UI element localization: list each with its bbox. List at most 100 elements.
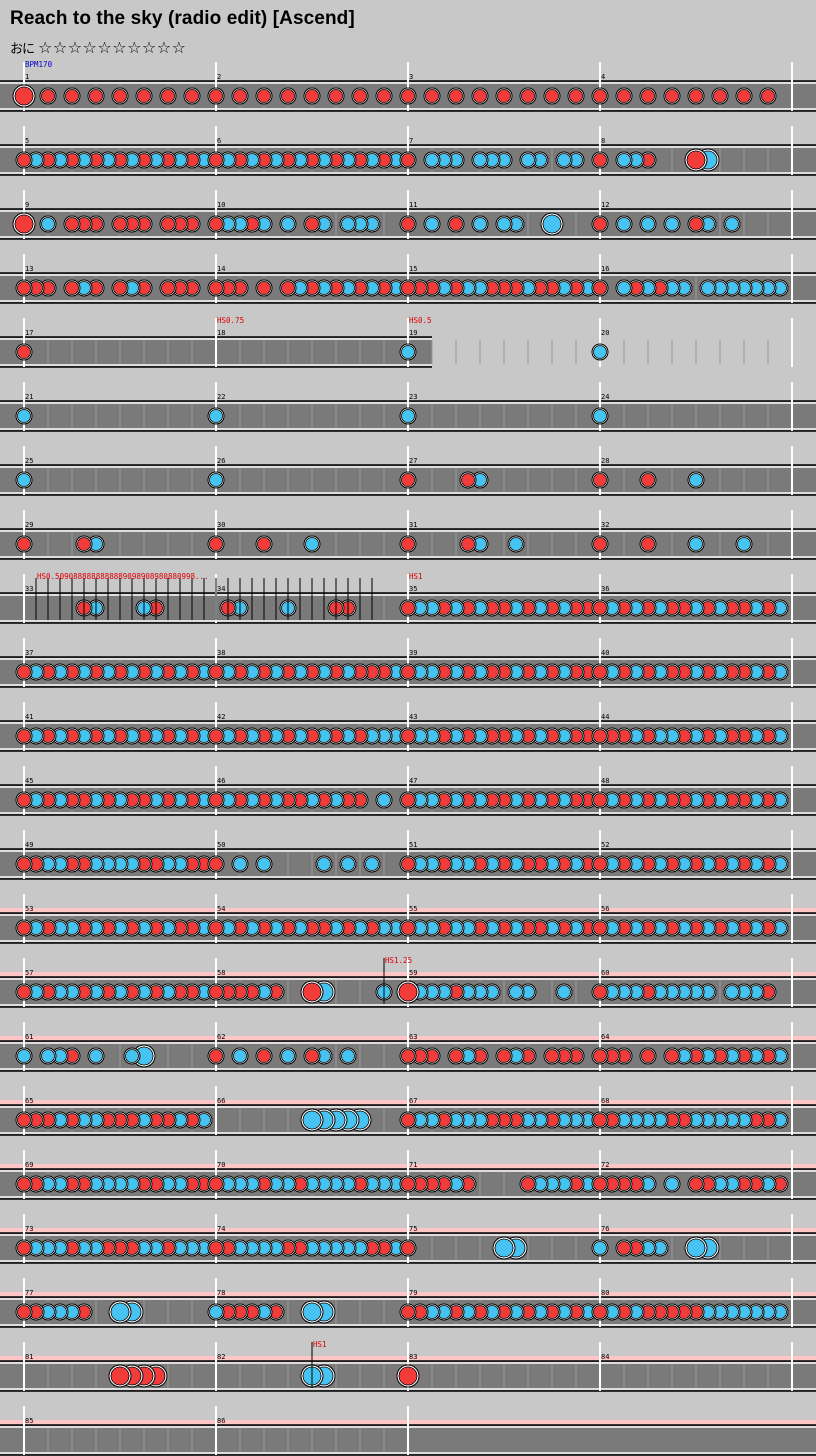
- note-face: [401, 281, 415, 295]
- note-face: [401, 857, 415, 871]
- note-face: [353, 89, 367, 103]
- note-face: [161, 217, 175, 231]
- note-face: [593, 1305, 607, 1319]
- note-face: [641, 89, 655, 103]
- measure-number: 31: [409, 521, 417, 529]
- note-face: [17, 985, 31, 999]
- note-face: [593, 537, 607, 551]
- note-face: [329, 89, 343, 103]
- note-face: [17, 537, 31, 551]
- note-face: [497, 217, 511, 231]
- note-face: [557, 985, 571, 999]
- note-face: [689, 1177, 703, 1191]
- note-face: [701, 281, 715, 295]
- measure-number: 43: [409, 713, 417, 721]
- measure-number: 50: [217, 841, 225, 849]
- note-face: [365, 857, 379, 871]
- note-face: [641, 473, 655, 487]
- measure-number: 80: [601, 1289, 609, 1297]
- note-face: [473, 89, 487, 103]
- note-face: [209, 921, 223, 935]
- note-face: [161, 281, 175, 295]
- note-face: [545, 89, 559, 103]
- measure-number: 62: [217, 1033, 225, 1041]
- note-face: [257, 1049, 271, 1063]
- note-face: [461, 537, 475, 551]
- note-face: [41, 217, 55, 231]
- note-face: [65, 217, 79, 231]
- note-face: [89, 89, 103, 103]
- note-face: [617, 1241, 631, 1255]
- measure-number: 40: [601, 649, 609, 657]
- note-face: [641, 217, 655, 231]
- note-face: [593, 729, 607, 743]
- measure-number: 7: [409, 137, 413, 145]
- measure-number: 19: [409, 329, 417, 337]
- note-face: [689, 537, 703, 551]
- measure-number: 10: [217, 201, 225, 209]
- note-face: [17, 1049, 31, 1063]
- note-face: [65, 89, 79, 103]
- note-face: [341, 217, 355, 231]
- measure-number: 46: [217, 777, 225, 785]
- measure-number: 3: [409, 73, 413, 81]
- note-face: [209, 473, 223, 487]
- measure-number: 75: [409, 1225, 417, 1233]
- note-face: [713, 89, 727, 103]
- note-face: [401, 217, 415, 231]
- measure-number: 79: [409, 1289, 417, 1297]
- measure-number: 2: [217, 73, 221, 81]
- measure-number: 81: [25, 1353, 33, 1361]
- note-face: [593, 1049, 607, 1063]
- note-face: [593, 345, 607, 359]
- measure-number: 34: [217, 585, 225, 593]
- note-face: [593, 217, 607, 231]
- note-face: [497, 89, 511, 103]
- note-face: [209, 409, 223, 423]
- note-face: [209, 89, 223, 103]
- measure-number: 28: [601, 457, 609, 465]
- note-face: [593, 921, 607, 935]
- measure-number: 17: [25, 329, 33, 337]
- difficulty-line: おに ☆☆☆☆☆☆☆☆☆☆: [10, 37, 186, 58]
- note-face: [41, 1049, 55, 1063]
- measure-number: 61: [25, 1033, 33, 1041]
- note-face: [110, 1302, 130, 1322]
- note-face: [305, 537, 319, 551]
- note-face: [137, 89, 151, 103]
- note-face: [17, 1177, 31, 1191]
- note-face: [302, 982, 322, 1002]
- measure-number: 35: [409, 585, 417, 593]
- measure-number: 18: [217, 329, 225, 337]
- measure-number: 25: [25, 457, 33, 465]
- note-face: [209, 1049, 223, 1063]
- note-face: [593, 409, 607, 423]
- note-face: [689, 473, 703, 487]
- note-face: [257, 281, 271, 295]
- note-face: [113, 281, 127, 295]
- note-face: [617, 281, 631, 295]
- measure-number: 36: [601, 585, 609, 593]
- note-face: [425, 89, 439, 103]
- measure-number: 64: [601, 1033, 609, 1041]
- note-face: [14, 86, 34, 106]
- note-face: [281, 217, 295, 231]
- note-face: [17, 1113, 31, 1127]
- note-face: [401, 793, 415, 807]
- note-face: [401, 1241, 415, 1255]
- note-face: [425, 217, 439, 231]
- measure-number: 11: [409, 201, 417, 209]
- note-face: [449, 1049, 463, 1063]
- note-face: [617, 153, 631, 167]
- hs-label: HS0.75: [217, 316, 244, 325]
- measure-number: 13: [25, 265, 33, 273]
- note-face: [305, 89, 319, 103]
- measure-number: 51: [409, 841, 417, 849]
- measure-number: 30: [217, 521, 225, 529]
- note-face: [305, 217, 319, 231]
- note-face: [41, 89, 55, 103]
- measure-number: 44: [601, 713, 609, 721]
- note-face: [302, 1302, 322, 1322]
- note-face: [401, 1305, 415, 1319]
- measure-number: 48: [601, 777, 609, 785]
